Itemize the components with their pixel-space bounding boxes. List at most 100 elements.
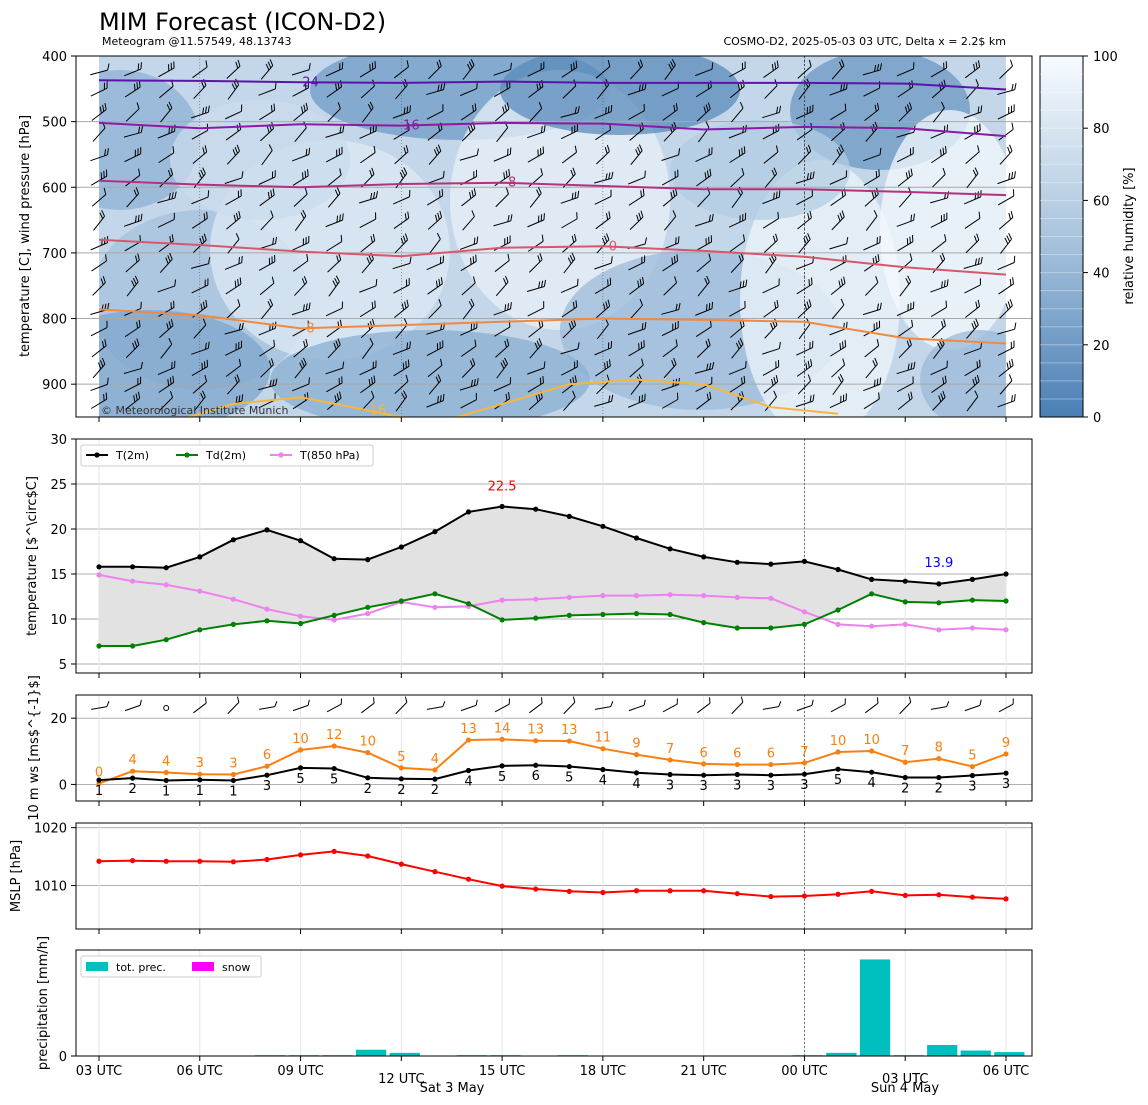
wind-barb [931, 375, 947, 394]
wind-barb [225, 358, 242, 377]
mslp-point [566, 888, 572, 894]
wind-frame [75, 694, 1033, 802]
wind-barb [459, 236, 479, 250]
wind-barb [595, 299, 611, 319]
mslp-point [969, 894, 976, 900]
temp-series-1-point [465, 601, 472, 607]
wind-barb [594, 256, 613, 270]
colorbar-label: relative humidity [%] [1122, 167, 1137, 304]
wind-barb [527, 361, 546, 375]
wind-series-0-point [902, 759, 908, 765]
wind-value-label: 10 [292, 732, 309, 747]
wind-barb [361, 252, 374, 274]
wind-barb [125, 102, 140, 122]
wind-barb [695, 62, 714, 77]
wind-barb [293, 187, 308, 207]
wind-barb [360, 145, 376, 164]
wind-barb [359, 279, 378, 293]
temp-series-1-point [667, 611, 673, 618]
wind-barb [930, 360, 948, 376]
wind-barb [528, 253, 543, 273]
wind-series-1-point [533, 762, 539, 768]
temp-series-2-point [365, 611, 371, 617]
wind-barb [863, 147, 882, 162]
wind-barb [595, 211, 611, 230]
wind-series-0-point [936, 756, 942, 762]
mslp-point [701, 888, 707, 894]
wind-barb [594, 277, 612, 294]
mslp-point [129, 858, 136, 864]
y-tick-label: 15 [50, 568, 67, 583]
wind-barb [763, 145, 779, 164]
wind-barb [998, 358, 1014, 377]
wind-barb [999, 59, 1013, 80]
mslp-point [163, 858, 169, 864]
humidity-blob [670, 120, 850, 220]
wind-value-label: 3 [700, 779, 708, 794]
wind-barb [260, 358, 274, 378]
surface-barb [628, 699, 646, 712]
mslp-point [499, 883, 505, 889]
temp-series-0-point [533, 506, 539, 512]
mslp-point [465, 876, 472, 882]
wind-barb [762, 278, 780, 294]
wind-barb [628, 103, 645, 120]
wind-barb [494, 253, 510, 272]
isotherm-labels: 24 16 8 0 8 16 [302, 75, 617, 418]
wind-barb [897, 234, 914, 252]
temp-series-0-point [432, 529, 438, 535]
wind-barb [764, 167, 778, 188]
wind-barb [292, 235, 310, 251]
mslp-point [264, 856, 270, 863]
wind-barb [729, 300, 746, 317]
wind-barb [158, 375, 175, 393]
wind-barb [662, 103, 678, 121]
wind-barb [224, 255, 243, 270]
temp-series-1-point [230, 621, 236, 628]
wind-series-1-point [734, 771, 740, 778]
wind-barb [898, 253, 913, 273]
temp-series-0-point [331, 556, 337, 562]
temp-series-1-point [432, 591, 438, 597]
wind-barb [158, 300, 175, 317]
wind-value-label: 5 [834, 773, 842, 788]
surface-barb [460, 699, 478, 712]
temp-series-0-point [197, 554, 203, 560]
wind-barb [493, 214, 513, 227]
mslp-point [365, 853, 371, 859]
wind-barb [999, 144, 1013, 165]
surface-barb [292, 699, 310, 712]
wind-barb [361, 101, 374, 123]
wind-barb [965, 374, 980, 394]
wind-barb [664, 210, 677, 231]
wind-barb [594, 171, 614, 184]
temp-series-2-point [197, 588, 203, 594]
isotherm-label: 24 [302, 75, 319, 90]
wind-barb [394, 233, 409, 254]
x-tick-label: 06 UTC [983, 1064, 1029, 1079]
wind-barb [327, 102, 341, 122]
legend-label: Td(2m) [205, 449, 246, 462]
wind-barb [326, 234, 343, 252]
wind-barb [293, 338, 308, 358]
upper-air-tick-label: 700 [42, 247, 67, 262]
wind-barb [932, 337, 945, 359]
wind-barb [560, 342, 580, 355]
surface-barb [696, 697, 711, 714]
wind-barb [360, 234, 376, 253]
temp-series-1-point [499, 617, 505, 623]
wind-barb [964, 123, 981, 140]
wind-value-label: 1 [95, 784, 103, 799]
wind-barb [795, 171, 815, 184]
mslp-series [96, 848, 1009, 902]
wind-barb [997, 189, 1015, 206]
temp-series-0-point [465, 509, 472, 515]
temp-series-0-point [768, 561, 774, 567]
wind-barb [362, 337, 374, 359]
wind-barb [394, 299, 409, 319]
wind-barb [426, 340, 444, 357]
temp-series-0-point [398, 544, 404, 550]
colorbar-bands [1040, 73, 1083, 400]
wind-value-label: 14 [494, 721, 511, 736]
wind-value-label: 10 [830, 734, 847, 749]
